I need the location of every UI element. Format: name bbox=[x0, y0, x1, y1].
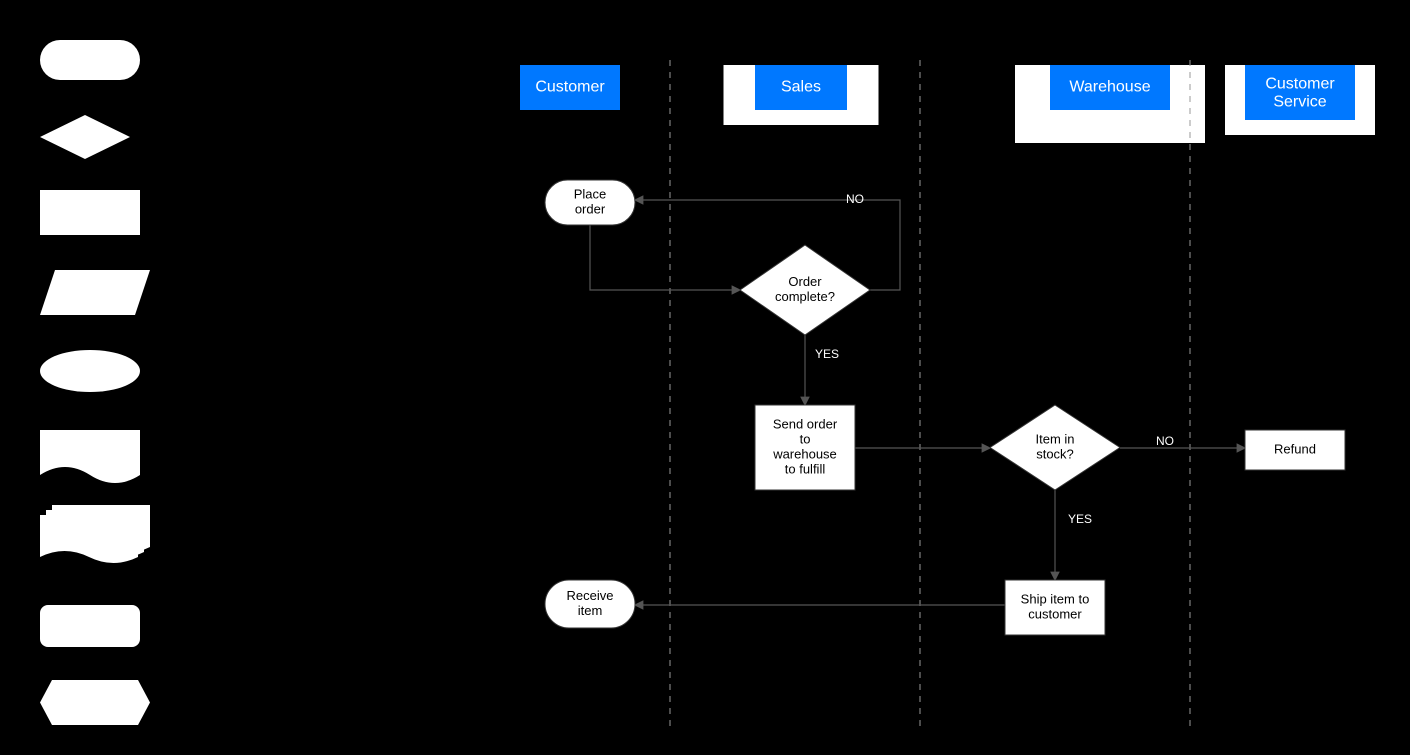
node-label: order bbox=[575, 201, 606, 216]
diagram-canvas: CustomerSalesWarehouseCustomerService NO… bbox=[0, 0, 1410, 755]
node-label: Place bbox=[574, 186, 607, 201]
flow-edges: NO YES NO YES bbox=[590, 192, 1245, 605]
lane-label-warehouse: Warehouse bbox=[1069, 79, 1150, 96]
node-receive_item[interactable]: Receiveitem bbox=[545, 580, 635, 628]
lane-label-service: Customer bbox=[1265, 76, 1335, 93]
node-label: Refund bbox=[1274, 441, 1316, 456]
node-label: Receive bbox=[567, 588, 614, 603]
node-label: complete? bbox=[775, 289, 835, 304]
lane-service: CustomerService bbox=[1225, 65, 1375, 135]
palette-decision-icon[interactable] bbox=[40, 115, 130, 159]
palette-ellipse-icon[interactable] bbox=[40, 350, 140, 392]
edge-label-e6: YES bbox=[1068, 512, 1092, 526]
node-order_complete[interactable]: Ordercomplete? bbox=[740, 245, 870, 335]
lane-label-sales: Sales bbox=[781, 79, 821, 96]
node-label: Order bbox=[788, 274, 822, 289]
palette-process-icon[interactable] bbox=[40, 190, 140, 235]
swimlanes: CustomerSalesWarehouseCustomerService bbox=[520, 60, 1375, 730]
node-ship_item[interactable]: Ship item tocustomer bbox=[1005, 580, 1105, 635]
edge-e1 bbox=[590, 225, 740, 290]
shape-palette bbox=[40, 40, 150, 725]
svg-text:Service: Service bbox=[1273, 94, 1326, 111]
node-place_order[interactable]: Placeorder bbox=[545, 180, 635, 225]
node-label: item bbox=[578, 603, 603, 618]
node-label: Item in bbox=[1035, 431, 1074, 446]
palette-terminator-icon[interactable] bbox=[40, 40, 140, 80]
palette-document-icon[interactable] bbox=[40, 430, 140, 483]
node-label: customer bbox=[1028, 606, 1082, 621]
palette-display-icon[interactable] bbox=[40, 680, 150, 725]
edge-label-e5: NO bbox=[1156, 434, 1174, 448]
lane-warehouse: Warehouse bbox=[1015, 65, 1205, 143]
lane-sales: Sales bbox=[724, 65, 879, 125]
lane-customer: Customer bbox=[520, 65, 620, 110]
node-item_stock[interactable]: Item instock? bbox=[990, 405, 1120, 490]
node-refund[interactable]: Refund bbox=[1245, 430, 1345, 470]
node-label: stock? bbox=[1036, 446, 1074, 461]
node-label: Send order bbox=[773, 416, 838, 431]
lane-label-customer: Customer bbox=[535, 79, 605, 96]
edge-label-e3: YES bbox=[815, 347, 839, 361]
flow-nodes: Placeorder Ordercomplete? Send ordertoware… bbox=[545, 180, 1345, 635]
node-send_order[interactable]: Send ordertowarehouseto fulfill bbox=[755, 405, 855, 490]
node-label: to bbox=[800, 431, 811, 446]
palette-data-icon[interactable] bbox=[40, 270, 150, 315]
node-label: Ship item to bbox=[1021, 591, 1090, 606]
node-label: to fulfill bbox=[785, 461, 826, 476]
palette-multidoc-icon[interactable] bbox=[40, 505, 150, 563]
node-label: warehouse bbox=[772, 446, 837, 461]
palette-roundrect-icon[interactable] bbox=[40, 605, 140, 647]
edge-label-e2: NO bbox=[846, 192, 864, 206]
